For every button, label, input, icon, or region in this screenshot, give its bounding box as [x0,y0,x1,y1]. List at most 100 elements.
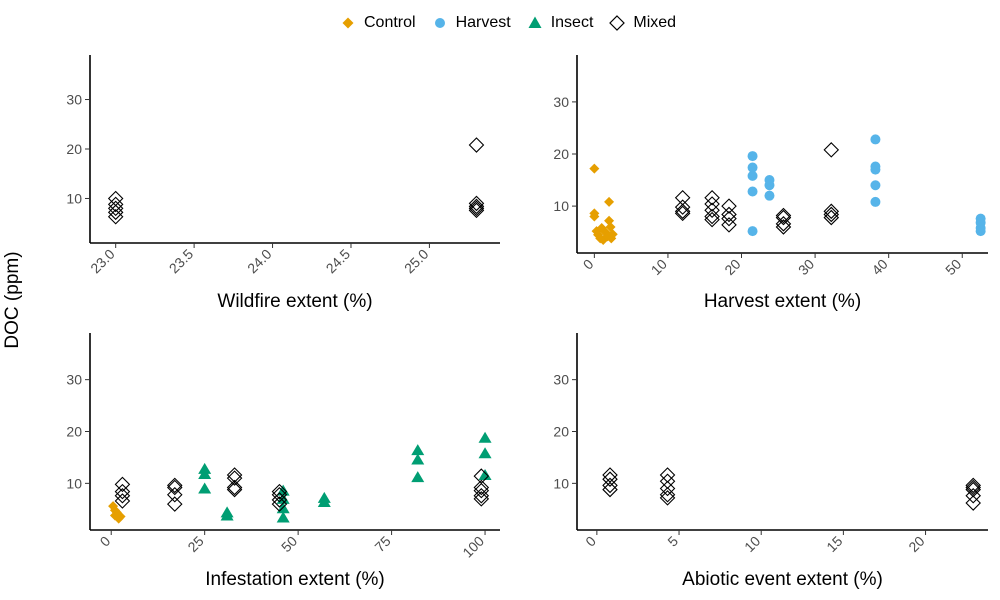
y-tick-label: 20 [553,146,569,162]
legend-item-control: Control [338,13,416,33]
point-harvest [747,151,758,162]
x-tick-label: 20 [905,533,927,555]
point-mixed [468,137,485,153]
point-control [589,163,600,174]
x-tick-label: 23.0 [87,246,118,277]
x-tick-label: 0 [580,256,597,273]
point-mixed [659,486,676,503]
y-tick-label: 20 [66,141,82,157]
y-tick-label: 30 [66,92,82,108]
point-mixed [226,479,243,496]
y-tick-label: 30 [553,372,569,388]
point-mixed [271,496,288,512]
point-insect [198,482,212,494]
point-control [589,211,600,222]
point-mixed [674,203,691,220]
point-insect [220,509,234,521]
legend-label-mixed: Mixed [633,14,677,31]
point-mixed [823,142,840,158]
point-mixed [704,211,720,228]
point-mixed [271,486,288,503]
y-tick-label: 10 [66,190,82,206]
point-harvest [747,162,758,173]
point-mixed [965,488,981,504]
point-mixed [473,491,490,507]
point-mixed [823,203,840,220]
point-mixed [659,490,676,506]
y-tick-label: 30 [553,94,569,110]
series-mixed [674,142,840,235]
point-mixed [823,209,840,226]
point-mixed [114,493,131,509]
point-mixed [468,202,485,219]
x-tick-label: 40 [868,256,890,278]
point-mixed [704,196,720,212]
point-mixed [114,483,131,500]
point-mixed [602,467,618,483]
x-tick-label: 25.0 [401,246,432,277]
point-harvest [747,186,758,197]
point-insect [411,444,425,456]
y-tick-label: 10 [553,475,569,491]
point-mixed [166,479,183,496]
x-tick-label: 23.5 [166,246,197,277]
legend-key-insect [528,16,542,28]
y-tick-label: 10 [553,198,569,214]
point-mixed [271,483,288,500]
panel-abiotic: 10 20 30 0 5 10 15 20 Abiotic event extent (%) [553,333,988,590]
legend-item-insect: Insect [525,13,593,33]
point-mixed [965,495,981,511]
point-mixed [468,198,485,215]
panel-wildfire: 10 20 30 23.0 23.5 24.0 24.5 25.0 Wildfire exten… [66,55,500,312]
point-mixed [721,206,737,223]
point-mixed [721,217,737,233]
legend-label-control: Control [364,14,416,31]
series-control [108,501,126,524]
point-control [604,196,615,207]
point-mixed [473,488,490,504]
point-control [115,511,126,522]
x-tick-label: 25 [184,533,206,555]
point-mixed [721,210,737,227]
point-mixed [659,467,676,483]
point-mixed [602,477,618,494]
point-mixed [775,216,792,232]
x-axis-label: Wildfire extent (%) [217,291,372,312]
point-control [607,229,618,240]
point-mixed [775,209,792,226]
point-insect [478,431,492,443]
point-harvest [870,164,881,175]
legend-key-mixed [609,15,626,31]
point-mixed [674,205,691,222]
y-tick-label: 20 [553,424,569,440]
series-mixed [107,137,485,225]
point-mixed [468,195,485,212]
y-tick-label: 30 [66,372,82,388]
point-mixed [107,200,124,217]
point-harvest [870,196,881,207]
x-axis-label: Infestation extent (%) [205,569,385,590]
panel-infestation: 10 20 30 0 25 50 75 100 Infestation extent (%) [66,333,500,590]
point-insect [276,511,290,523]
x-tick-label: 75 [371,533,393,555]
point-mixed [775,207,792,224]
legend-item-harvest: Harvest [430,13,511,33]
series-control [589,163,618,245]
legend-key-control [342,17,354,29]
point-mixed [674,199,691,215]
point-mixed [226,481,243,498]
y-tick-label: 10 [66,475,82,491]
point-mixed [721,198,737,214]
point-mixed [166,477,183,494]
x-tick-label: 100 [459,533,487,561]
point-mixed [775,219,792,235]
x-tick-label: 15 [823,533,845,555]
point-insect [198,468,212,480]
point-harvest [764,190,775,201]
point-mixed [114,488,131,504]
point-mixed [704,189,720,206]
point-insect [478,447,492,459]
point-control [605,221,616,232]
point-mixed [659,480,676,497]
